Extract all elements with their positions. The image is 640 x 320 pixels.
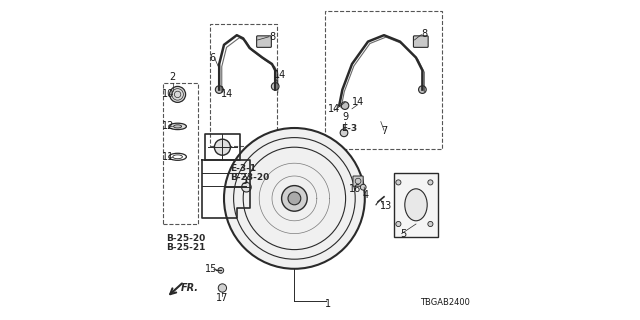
Bar bbox=[394, 173, 438, 237]
Text: 6: 6 bbox=[210, 52, 216, 63]
Text: 14: 14 bbox=[274, 70, 286, 80]
Text: 4: 4 bbox=[362, 190, 369, 200]
Text: B-23-20: B-23-20 bbox=[230, 173, 269, 182]
Text: 5: 5 bbox=[400, 228, 406, 239]
Circle shape bbox=[396, 221, 401, 227]
Bar bbox=[163, 83, 198, 224]
Circle shape bbox=[340, 129, 348, 137]
Circle shape bbox=[428, 180, 433, 185]
Text: 15: 15 bbox=[205, 264, 218, 274]
Ellipse shape bbox=[360, 184, 366, 190]
Circle shape bbox=[288, 192, 301, 205]
Circle shape bbox=[215, 86, 223, 93]
FancyBboxPatch shape bbox=[353, 176, 364, 186]
Text: 16: 16 bbox=[349, 184, 362, 194]
Circle shape bbox=[224, 128, 365, 269]
Text: FR.: FR. bbox=[181, 283, 199, 293]
FancyBboxPatch shape bbox=[257, 36, 271, 47]
Text: B-25-21: B-25-21 bbox=[166, 244, 206, 252]
Text: 17: 17 bbox=[216, 292, 228, 303]
Bar bbox=[210, 24, 277, 146]
Circle shape bbox=[214, 139, 230, 155]
FancyBboxPatch shape bbox=[413, 36, 428, 47]
Circle shape bbox=[271, 83, 279, 90]
Text: 11: 11 bbox=[162, 152, 174, 162]
Text: B-25-20: B-25-20 bbox=[166, 234, 205, 243]
Text: E-3: E-3 bbox=[340, 124, 357, 132]
Ellipse shape bbox=[405, 189, 428, 221]
Text: 7: 7 bbox=[381, 126, 387, 136]
Text: 2: 2 bbox=[170, 72, 176, 82]
Text: E-3-1: E-3-1 bbox=[230, 164, 257, 172]
Bar bbox=[325, 11, 442, 149]
Ellipse shape bbox=[169, 123, 186, 130]
Text: 14: 14 bbox=[221, 89, 234, 100]
Text: 14: 14 bbox=[352, 97, 365, 108]
Circle shape bbox=[282, 186, 307, 211]
Circle shape bbox=[170, 86, 186, 102]
Circle shape bbox=[428, 221, 433, 227]
Circle shape bbox=[341, 102, 349, 109]
Text: TBGAB2400: TBGAB2400 bbox=[420, 298, 470, 307]
Circle shape bbox=[396, 180, 401, 185]
Text: 8: 8 bbox=[421, 28, 427, 39]
Circle shape bbox=[419, 86, 426, 93]
Ellipse shape bbox=[173, 125, 182, 128]
Text: 1: 1 bbox=[325, 299, 331, 309]
Text: 3: 3 bbox=[242, 176, 248, 186]
Text: 9: 9 bbox=[342, 112, 348, 122]
Text: 14: 14 bbox=[328, 104, 340, 114]
Circle shape bbox=[218, 268, 224, 273]
Text: 8: 8 bbox=[269, 32, 275, 42]
Circle shape bbox=[242, 182, 252, 192]
Text: 13: 13 bbox=[380, 201, 392, 212]
Text: 10: 10 bbox=[162, 89, 174, 100]
Circle shape bbox=[218, 284, 227, 292]
Text: 12: 12 bbox=[162, 121, 174, 132]
